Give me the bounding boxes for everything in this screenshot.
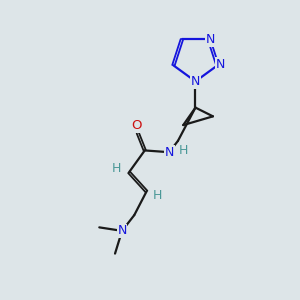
Text: N: N <box>215 58 225 71</box>
Text: H: H <box>112 162 122 175</box>
Text: O: O <box>132 119 142 133</box>
Text: N: N <box>191 75 200 88</box>
Text: N: N <box>117 224 127 237</box>
Text: H: H <box>178 144 188 157</box>
Text: N: N <box>206 33 215 46</box>
Text: H: H <box>153 188 163 202</box>
Text: N: N <box>164 146 174 159</box>
